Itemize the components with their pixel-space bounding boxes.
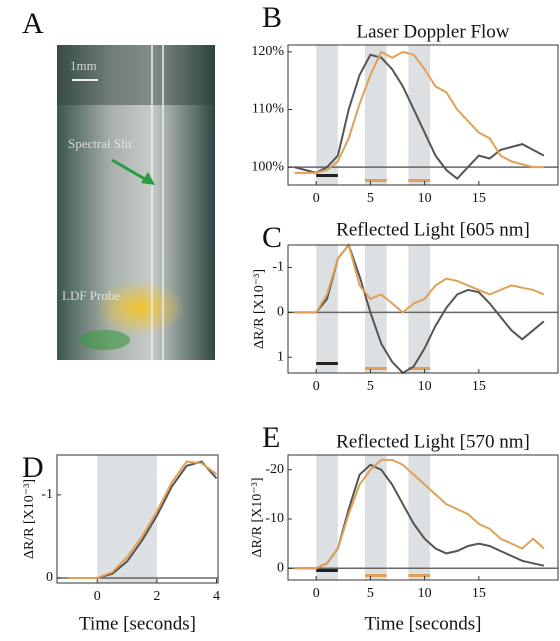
panel-label: D (22, 451, 44, 484)
stimulus-bar (408, 179, 431, 182)
stimulus-bar (316, 569, 338, 572)
shaded-region (316, 45, 338, 185)
shaded-region (97, 455, 157, 583)
x-tick-label: 10 (418, 379, 432, 394)
stimulus-bar (316, 362, 338, 365)
stimulus-bar (364, 574, 387, 577)
probe-green (80, 330, 130, 350)
panel-label: C (262, 221, 282, 254)
x-tick-label: 0 (313, 586, 320, 601)
shaded-region (408, 245, 431, 373)
stimulus-bar (364, 179, 387, 182)
annotation: LDF Probe (62, 288, 120, 303)
plot-frame (287, 454, 559, 581)
x-tick-label: 5 (367, 379, 374, 394)
shaded-region (364, 45, 387, 185)
x-tick-label: 15 (472, 379, 486, 394)
y-tick-label: -1 (41, 487, 53, 502)
y-tick-label: -20 (265, 462, 284, 477)
shaded-region (408, 45, 431, 185)
y-tick-label: -10 (265, 511, 284, 526)
annotation: Spectral Slit (68, 136, 132, 151)
y-tick-label: 0 (277, 560, 284, 575)
x-axis-label: Time [seconds] (79, 613, 196, 634)
shaded-region (364, 455, 387, 580)
stimulus-bar (364, 367, 387, 370)
y-tick-label: 0 (46, 570, 53, 585)
stimulus-bar (316, 174, 338, 177)
plot-frame (287, 44, 559, 186)
data-line (294, 458, 545, 570)
data-line (294, 242, 545, 314)
stimulus-bar (408, 574, 431, 577)
photo-panel: 1mm Spectral Slit LDF Probe A (22, 7, 215, 360)
x-tick-label: 2 (153, 589, 160, 604)
stimulus-bar (408, 367, 431, 370)
shaded-region (364, 245, 387, 373)
plot-frame (287, 244, 559, 374)
panel-label: E (262, 421, 280, 454)
y-tick-label: 1 (277, 349, 284, 364)
x-tick-label: 5 (367, 191, 374, 206)
shaded-region (408, 455, 431, 580)
data-line (294, 53, 545, 181)
annotation: 1mm (70, 58, 97, 73)
x-tick-label: 5 (367, 586, 374, 601)
arrow-head (141, 172, 155, 185)
x-tick-label: 10 (418, 586, 432, 601)
x-tick-label: 15 (472, 586, 486, 601)
x-axis-label: Time [seconds] (365, 613, 482, 634)
y-tick-label: 100% (251, 159, 284, 174)
panel-label: A (22, 7, 44, 40)
arrow (111, 158, 151, 184)
y-tick-label: 0 (277, 305, 284, 320)
y-axis-label: ΔR/R [X10⁻³] (22, 479, 37, 559)
x-tick-label: 4 (213, 589, 220, 604)
y-axis-label: ΔR/R [X10⁻³] (252, 269, 267, 349)
chart-title: Laser Doppler Flow (356, 21, 509, 42)
y-tick-label: 110% (252, 102, 284, 117)
y-tick-label: 120% (251, 44, 284, 59)
data-line (67, 460, 218, 579)
chart-title: Reflected Light [605 nm] (336, 219, 530, 240)
x-tick-label: 15 (472, 191, 486, 206)
y-tick-label: -1 (272, 260, 284, 275)
y-axis-label: ΔR/R [X10⁻³] (250, 477, 265, 557)
chart-title: Reflected Light [570 nm] (336, 431, 530, 452)
x-tick-label: 0 (313, 379, 320, 394)
x-tick-label: 10 (418, 191, 432, 206)
panel-label: B (262, 1, 282, 34)
data-line (294, 50, 544, 174)
plot-frame (56, 454, 219, 584)
x-tick-label: 0 (94, 589, 101, 604)
x-tick-label: 0 (313, 191, 320, 206)
shaded-region (316, 455, 338, 580)
photo-shade (57, 45, 215, 105)
